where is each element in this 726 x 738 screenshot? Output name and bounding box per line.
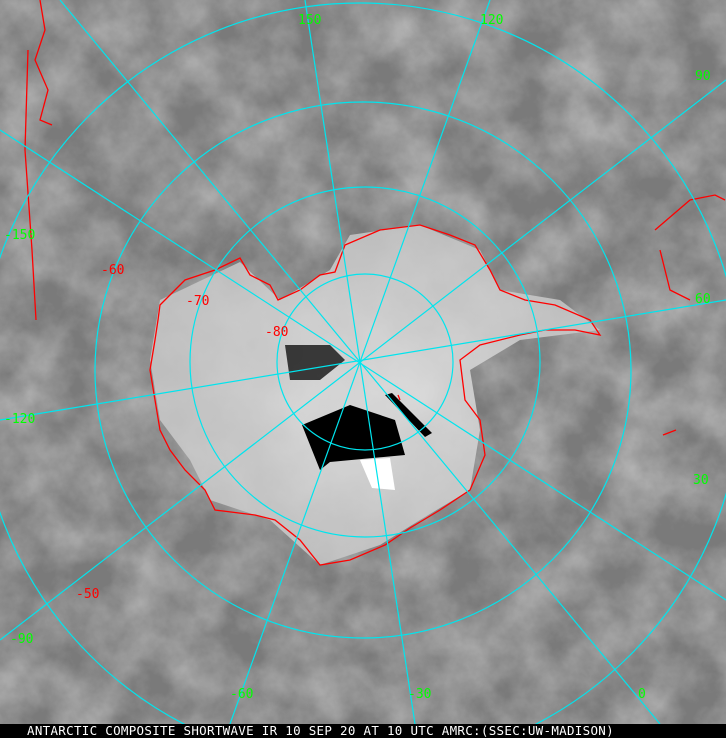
lon-label: -90: [10, 632, 33, 647]
lon-label: 30: [693, 473, 709, 488]
latitude-circle-70: [189, 186, 541, 538]
lat-label: -70: [186, 294, 209, 309]
data-gap: [302, 405, 405, 470]
latitude-circle-50: [0, 2, 726, 724]
antarctica-ice: [150, 225, 600, 565]
data-gap: [385, 393, 432, 437]
meridian-0: [59, 0, 661, 724]
lon-label: 120: [480, 13, 503, 28]
lat-label: -50: [76, 587, 99, 602]
data-gap: [285, 345, 345, 380]
lon-label: -150: [4, 228, 35, 243]
image-caption: ANTARCTIC COMPOSITE SHORTWAVE IR 10 SEP …: [0, 724, 726, 738]
lon-label: 60: [695, 292, 711, 307]
lon-label: 90: [695, 69, 711, 84]
latitude-circle-60: [94, 101, 632, 639]
lon-label: 150: [298, 13, 321, 28]
lon-label: -60: [230, 687, 253, 702]
lon-label: -120: [4, 412, 35, 427]
meridian-60: [0, 299, 726, 421]
latitude-circle-80: [276, 273, 454, 451]
lat-label: -60: [101, 263, 124, 278]
lon-label: 0: [638, 687, 646, 702]
coastline: [24, 0, 726, 566]
lon-label: -30: [408, 687, 431, 702]
lat-label: -80: [265, 325, 288, 340]
